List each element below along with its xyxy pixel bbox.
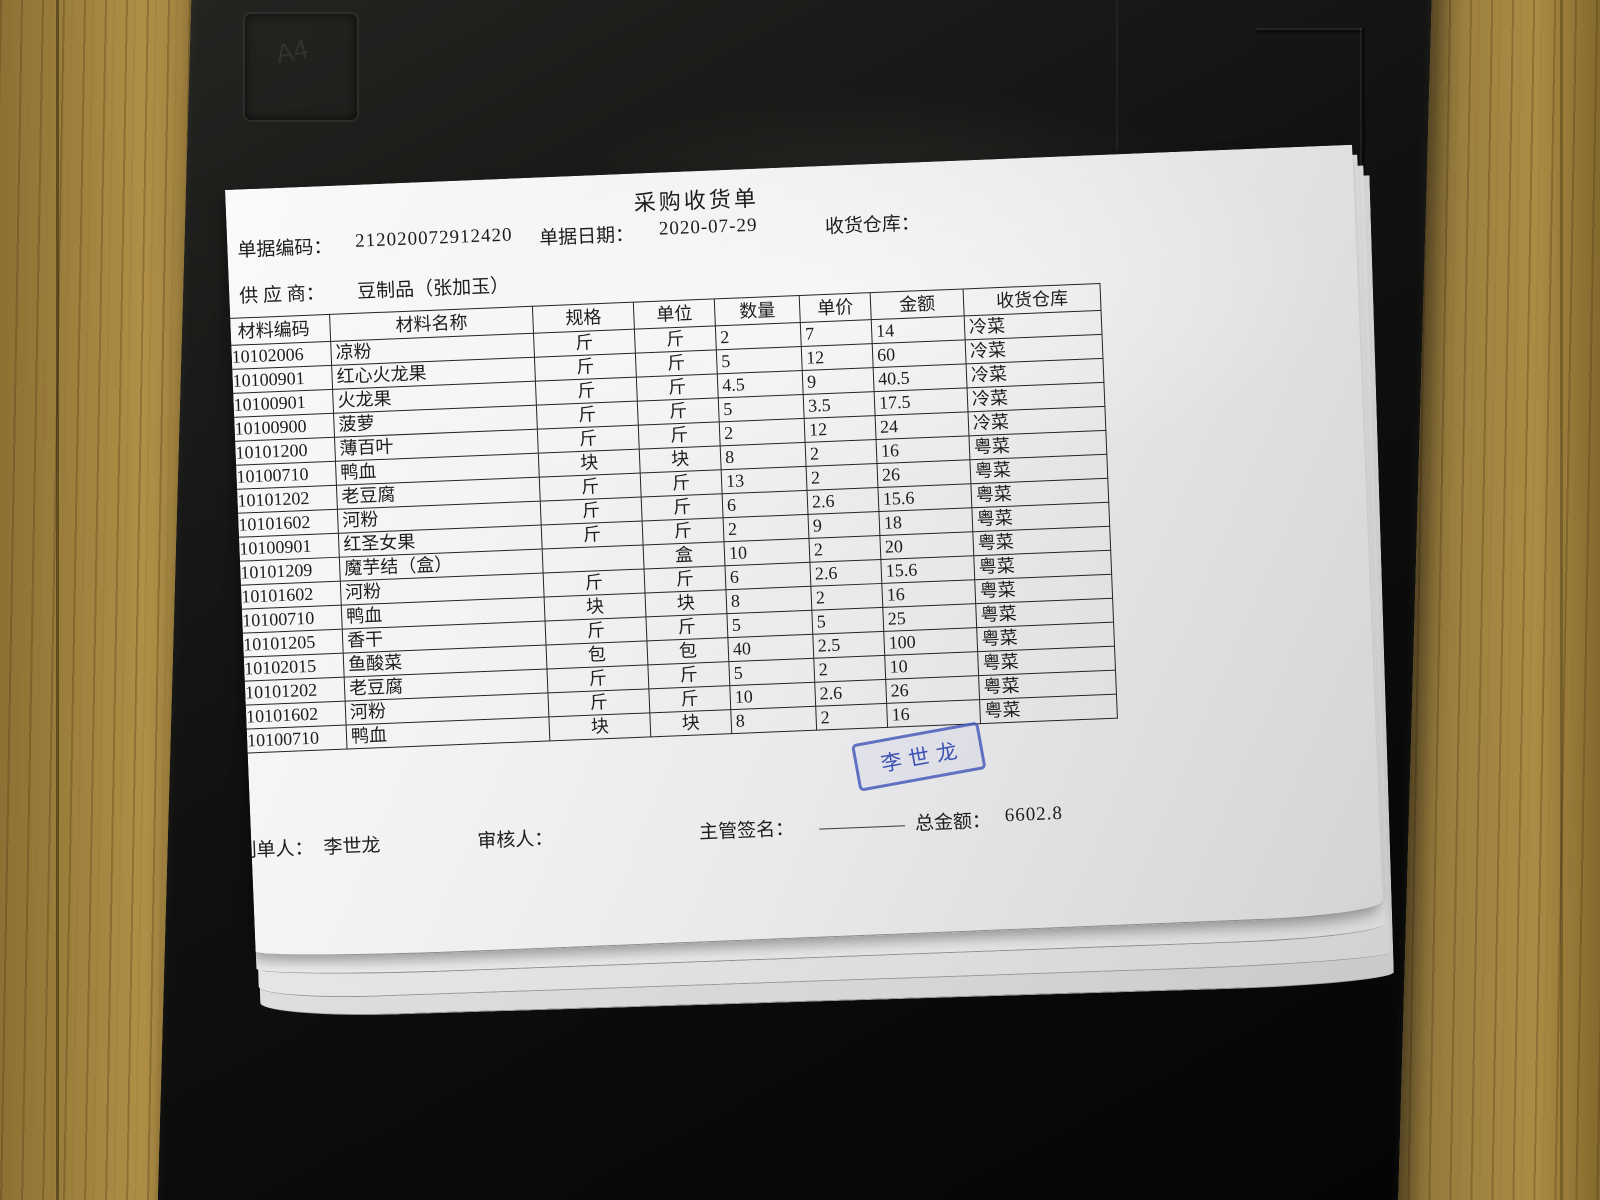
cell-warehouse: 粤菜 [979,694,1118,724]
cell-price: 2 [805,439,878,467]
cell-price: 5 [811,607,884,635]
cell-unit: 盒 [643,541,725,569]
cell-unit: 斤 [641,493,724,522]
cell-qty: 5 [728,658,815,686]
cell-unit: 斤 [637,397,720,426]
items-tbody: 010102006 凉粉斤斤 2 7 14 冷菜 010100901 红心火龙果斤斤 5 12 60… [225,310,1118,754]
header-cell-qty: 数量 [714,295,801,326]
header-cell-unit: 单位 [633,298,716,330]
cell-price: 9 [802,367,875,395]
cell-code: 010100710 [233,725,348,754]
document-sheet: 采购收货单 单据编码： 212020072912420 单据日期： 2020-0… [225,144,1384,961]
cell-qty: 5 [718,394,805,422]
cell-unit: 斤 [648,685,731,713]
cell-unit: 斤 [638,421,721,450]
device-groove-horizontal [1256,28,1362,30]
cell-unit: 斤 [634,325,717,354]
cell-qty: 4.5 [717,370,804,398]
cell-unit: 包 [646,637,729,665]
cell-price: 2.6 [814,679,887,707]
receive-warehouse-label: 收货仓库： [824,213,921,238]
cell-spec: 块 [548,712,651,741]
supplier-value: 豆制品（张加玉） [356,275,510,303]
header-cell-price: 单价 [799,292,872,323]
cell-unit: 斤 [642,517,725,546]
device-groove-vertical [1360,28,1362,288]
header-cell-spec: 规格 [532,302,635,334]
cell-unit: 斤 [647,661,730,689]
cell-qty: 2 [715,322,802,350]
cell-qty: 10 [729,682,816,710]
cell-qty: 8 [730,706,817,734]
cell-unit: 块 [639,445,722,474]
cell-price: 2 [806,463,878,491]
cell-price: 2 [810,583,883,611]
cell-qty: 10 [724,538,810,566]
cell-unit: 斤 [645,613,728,641]
a4-marking: A4 [273,33,311,69]
cell-price: 12 [801,343,874,371]
total-amount-label: 总金额： [914,810,992,835]
cell-price: 9 [807,511,880,539]
cell-unit: 块 [649,709,732,737]
doc-code-value: 212020072912420 [354,224,513,252]
header-cell-amount: 金额 [870,288,965,320]
maker-value: 李世龙 [323,835,381,859]
cell-price: 12 [804,415,877,443]
cell-price: 7 [800,319,873,347]
cell-unit: 斤 [636,373,719,402]
cell-qty: 13 [721,466,808,494]
cell-unit: 斤 [640,469,723,498]
cell-qty: 8 [725,586,812,614]
cell-price: 2.6 [809,559,882,587]
document-title: 采购收货单 [633,185,760,216]
manager-signature-line [819,825,906,830]
cell-qty: 2 [719,418,806,446]
doc-date-value: 2020-07-29 [658,214,758,240]
name-stamp: 李世龙 [851,721,987,792]
cell-qty: 40 [727,634,814,662]
cell-qty: 5 [726,610,813,638]
cell-price: 3.5 [803,391,876,419]
cell-price: 2 [813,655,886,683]
cell-unit: 斤 [644,565,726,593]
cell-price: 2 [815,703,888,731]
document-footer: 制 单人： 李世龙 审核人： 主管签名： 总金额： 6602.8 [237,790,1379,865]
manager-signature-label: 主管签名： [698,818,795,844]
cell-price: 2.5 [812,631,885,659]
cell-qty: 6 [724,562,811,590]
device-seam [1116,0,1118,150]
device-foot-recess [243,12,359,122]
cell-unit: 斤 [635,349,718,378]
cell-price: 2.6 [807,487,879,515]
cell-qty: 8 [720,442,807,470]
cell-qty: 2 [723,514,809,542]
auditor-label: 审核人： [476,828,554,853]
supplier-label: 供 应 商： [238,283,326,308]
doc-date-label: 单据日期： [538,224,635,250]
cell-unit: 块 [645,589,727,617]
maker-label: 单人： [256,837,314,862]
cell-qty: 5 [716,346,803,374]
doc-code-label: 单据编码： [237,236,333,262]
wood-plank-seam [1560,0,1563,1200]
cell-qty: 6 [722,490,808,518]
wood-plank-seam [56,0,59,1200]
total-amount-value: 6602.8 [1004,802,1064,827]
cell-price: 2 [808,535,881,563]
items-table: 材料编码 材料名称 规格 单位 数量 单价 金额 收货仓库 010102006 凉粉斤斤 2 7 14… [225,283,1118,754]
